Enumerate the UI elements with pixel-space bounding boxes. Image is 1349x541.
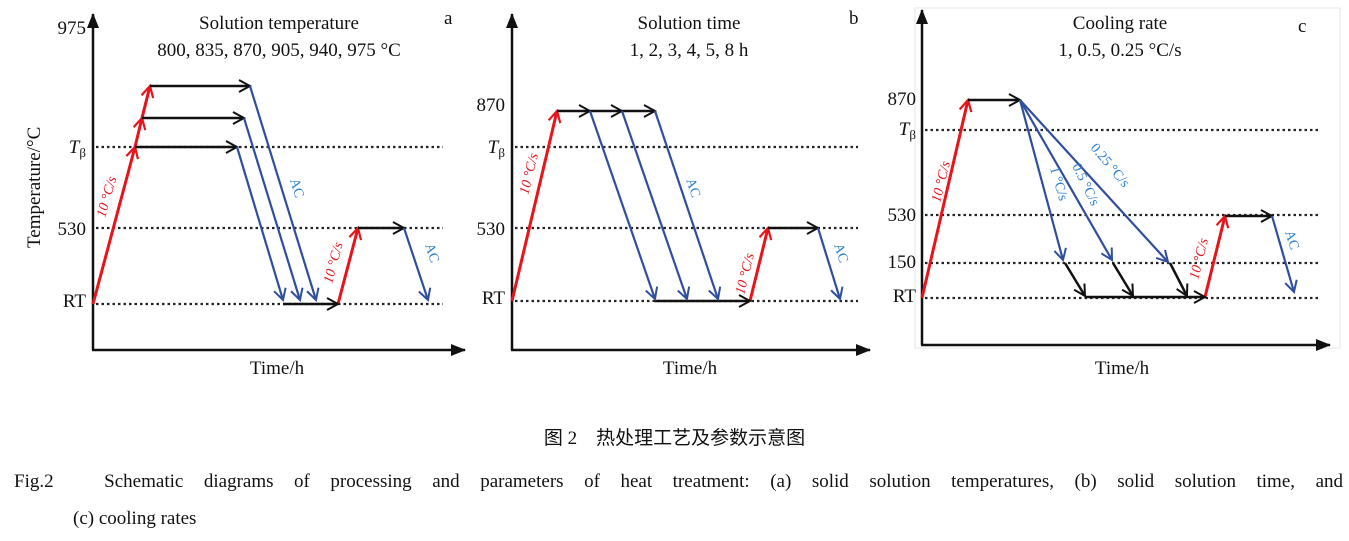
cooling-arrow	[1063, 262, 1085, 296]
panel-letter: a	[444, 8, 453, 29]
cooling-arrow	[1111, 262, 1133, 296]
panel-border	[914, 7, 1341, 349]
ac-label: AC	[1281, 229, 1301, 252]
tick-870: 870	[888, 89, 917, 110]
panel-title: Cooling rate	[1073, 13, 1167, 34]
tick-530: 530	[58, 219, 87, 240]
heating-rate-label: 10 °C/s	[321, 240, 346, 285]
heating-arrow	[920, 100, 968, 299]
cooling-arrow	[588, 110, 655, 299]
panel-subtitle: 1, 0.5, 0.25 °C/s	[1058, 40, 1181, 61]
tick-rt: RT	[893, 286, 917, 307]
tick-530: 530	[888, 205, 917, 226]
panel-letter: c	[1298, 16, 1306, 37]
heating-arrow	[748, 228, 768, 302]
figure-caption-en: Fig.2 Schematic diagrams of processing a…	[14, 471, 1343, 492]
cooling-arrow	[620, 110, 687, 299]
y-axis-label: Temperature/°C	[24, 127, 45, 248]
figure-caption-cn: 图 2 热处理工艺及参数示意图	[543, 428, 806, 449]
tick-975: 975	[58, 18, 87, 39]
panel-title: Solution time	[638, 13, 741, 34]
tick-870: 870	[477, 95, 506, 116]
heat-treatment-diagrams: a Solution temperature 800, 835, 870, 90…	[24, 7, 1341, 379]
tick-530: 530	[477, 219, 506, 240]
cooling-arrow	[1168, 262, 1187, 296]
heating-arrow	[510, 111, 557, 302]
rate-label-1: 1 °C/s	[1046, 165, 1070, 203]
cooling-arrow	[653, 110, 718, 299]
cooling-arrow-0.25	[1019, 99, 1168, 262]
heating-arrow	[336, 228, 358, 305]
panel-subtitle: 800, 835, 870, 905, 940, 975 °C	[157, 40, 401, 61]
cooling-arrow-1	[1018, 99, 1063, 260]
reference-lines	[96, 145, 443, 306]
heating-arrow	[135, 118, 142, 148]
ac-label: AC	[682, 176, 703, 199]
panel-letter: b	[849, 8, 859, 29]
cooling-arrow	[402, 227, 428, 300]
reference-lines	[925, 128, 1318, 300]
cooling-arrow	[242, 117, 300, 300]
cooling-arrow	[248, 85, 316, 300]
panel-title: Solution temperature	[199, 13, 359, 34]
ac-label: AC	[286, 177, 306, 200]
tick-tbeta: Tβ	[69, 137, 87, 160]
tick-tbeta: Tβ	[488, 137, 506, 160]
x-axis-label: Time/h	[250, 358, 305, 379]
panel-b: b Solution time 1, 2, 3, 4, 5, 8 h Time/…	[477, 8, 871, 379]
cooling-arrow	[816, 227, 840, 299]
cooling-arrow	[235, 146, 283, 300]
tick-rt: RT	[482, 288, 506, 309]
heating-rate-label: 10 °C/s	[1187, 236, 1212, 281]
cooling-arrow-0.5	[1019, 99, 1112, 260]
panel-a: a Solution temperature 800, 835, 870, 90…	[24, 8, 466, 379]
tick-tbeta: Tβ	[899, 119, 917, 142]
ac-label: AC	[421, 242, 441, 265]
figure-caption-en-cont: (c) cooling rates	[73, 508, 197, 529]
cooling-arrow	[1270, 215, 1294, 292]
panel-subtitle: 1, 2, 3, 4, 5, 8 h	[630, 40, 749, 61]
heating-arrow	[91, 147, 135, 305]
panel-c: c Cooling rate 1, 0.5, 0.25 °C/s Time/h …	[888, 7, 1341, 379]
reference-lines	[515, 145, 858, 303]
ac-label: AC	[830, 242, 850, 265]
tick-150: 150	[888, 252, 917, 273]
x-axis-label: Time/h	[1095, 358, 1150, 379]
heating-arrow	[140, 86, 150, 119]
tick-rt: RT	[63, 291, 87, 312]
heating-arrow	[1203, 216, 1225, 298]
x-axis-label: Time/h	[663, 358, 718, 379]
